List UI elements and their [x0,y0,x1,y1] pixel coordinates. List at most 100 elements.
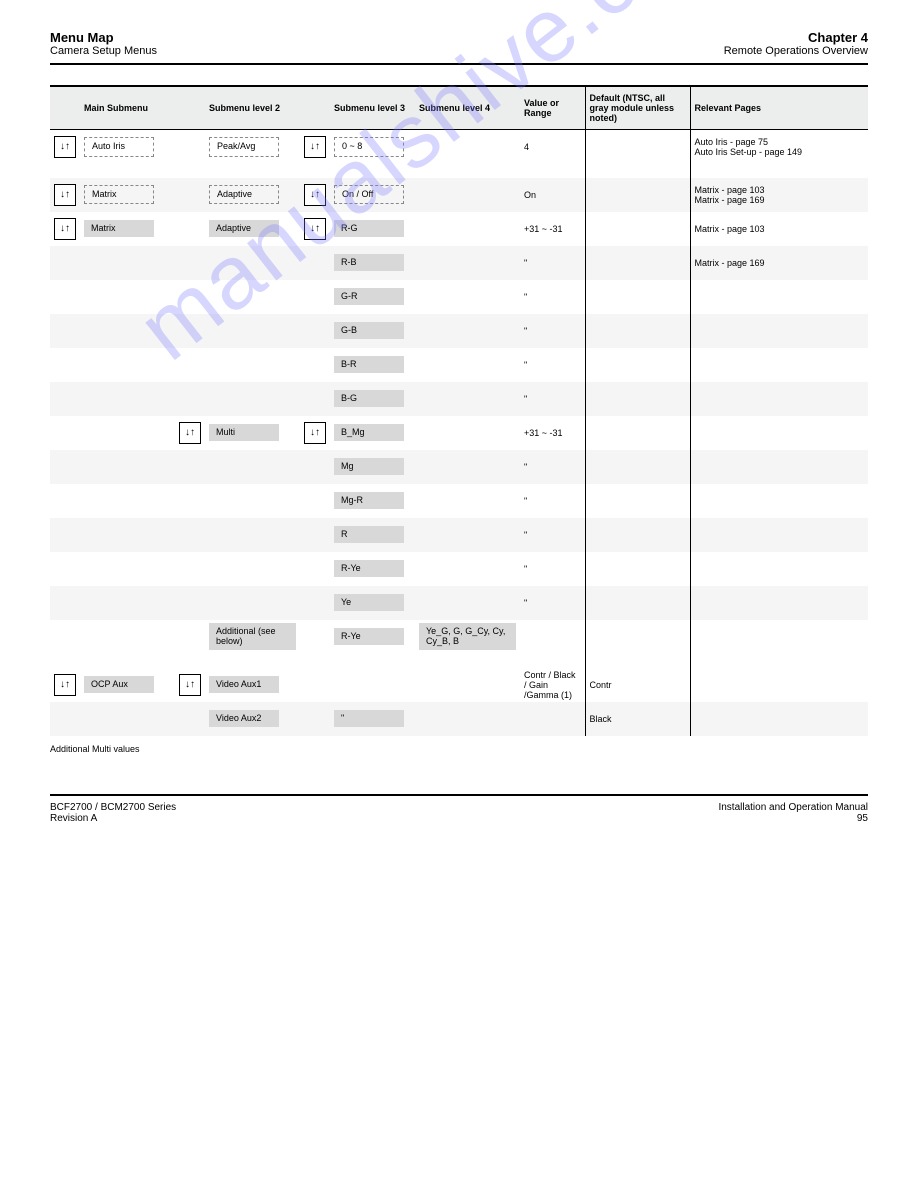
table-row: G-B" [50,314,868,348]
cell-range: 4 [520,130,585,164]
header-chapter: Chapter 4 [724,30,868,45]
table-row: Additional (see below) R-Ye Ye_G, G, G_Cy,… [50,620,868,654]
cell-default [585,280,690,314]
table-row: ↓↑Auto IrisPeak/Avg↓↑0 ~ 84Auto Iris - p… [50,130,868,164]
menu-pill: On / Off [334,185,404,205]
table-row: ↓↑MatrixAdaptive↓↑R-G+31 ~ -31Matrix - p… [50,212,868,246]
footer-page: 95 [718,813,868,824]
table-row: R-Ye" [50,552,868,586]
table-header-row: Main Submenu Submenu level 2 Submenu lev… [50,86,868,130]
menu-pill: 0 ~ 8 [334,137,404,157]
menu-pill: Ye [334,594,404,612]
cell-range: " [520,246,585,280]
nav-arrows-icon: ↓↑ [304,422,326,444]
cell-pages [690,484,868,518]
header-subtitle: Camera Setup Menus [50,45,157,57]
table-row: Video Aux2 " Black [50,702,868,736]
cell-range: " [520,518,585,552]
cell-pages: Matrix - page 169 [690,246,868,280]
menu-pill: Video Aux2 [209,710,279,728]
col-submenu3: Submenu level 3 [330,86,415,130]
page-footer: BCF2700 / BCM2700 Series Revision A Inst… [50,794,868,824]
menu-pill: R [334,526,404,544]
cell-default [585,416,690,450]
menu-pill: Adaptive [209,220,279,238]
col-submenu4: Submenu level 4 [415,86,520,130]
cell-range: " [520,280,585,314]
cell-pages [690,552,868,586]
cell-range: " [520,586,585,620]
cell-default [585,178,690,212]
cell-range: " [520,348,585,382]
menu-pill: R-G [334,220,404,238]
cell-pages [690,382,868,416]
cell-default [585,348,690,382]
table-row: B-G" [50,382,868,416]
menu-pill: Peak/Avg [209,137,279,157]
table-row: R" [50,518,868,552]
menu-pill: Ye_G, G, G_Cy, Cy, Cy_B, B [419,623,516,651]
cell-pages [690,314,868,348]
cell-default [585,246,690,280]
cell-pages [690,450,868,484]
cell-default: Black [585,702,690,736]
cell-range [520,620,585,654]
table-row: R-B " Matrix - page 169 [50,246,868,280]
cell-range: On [520,178,585,212]
table-row: Mg-R" [50,484,868,518]
cell-default: Contr [585,668,690,702]
cell-pages [690,586,868,620]
cell-pages [690,702,868,736]
col-submenu2: Submenu level 2 [205,86,300,130]
nav-arrows-icon: ↓↑ [304,218,326,240]
menu-pill: Matrix [84,185,154,205]
table-row: ↓↑OCP Aux↓↑Video Aux1Contr / Black / Gai… [50,668,868,702]
cell-default [585,620,690,654]
footnote: Additional Multi values [50,744,868,754]
cell-default [585,552,690,586]
footer-series: BCF2700 / BCM2700 Series [50,802,176,813]
nav-arrows-icon: ↓↑ [54,218,76,240]
table-row: G-R" [50,280,868,314]
menu-pill: Mg [334,458,404,476]
col-default: Default (NTSC, all gray module unless no… [585,86,690,130]
cell-range: +31 ~ -31 [520,212,585,246]
menu-table: Main Submenu Submenu level 2 Submenu lev… [50,85,868,736]
table-row: ↓↑MatrixAdaptive↓↑On / OffOnMatrix - pag… [50,178,868,212]
cell-pages [690,668,868,702]
menu-pill: B_Mg [334,424,404,442]
menu-pill: R-Ye [334,560,404,578]
cell-default [585,450,690,484]
cell-default [585,314,690,348]
cell-pages: Matrix - page 103Matrix - page 169 [690,178,868,212]
col-main-submenu: Main Submenu [80,86,175,130]
menu-pill: R-Ye [334,628,404,646]
cell-range: " [520,382,585,416]
menu-pill: R-B [334,254,404,272]
menu-pill: " [334,710,404,728]
page-header: Menu Map Camera Setup Menus Chapter 4 Re… [50,30,868,65]
footer-manual: Installation and Operation Manual [718,802,868,813]
menu-pill: Video Aux1 [209,676,279,694]
menu-pill: Adaptive [209,185,279,205]
table-row: Mg" [50,450,868,484]
header-chapter-sub: Remote Operations Overview [724,45,868,57]
table-row: ↓↑Multi↓↑B_Mg+31 ~ -31 [50,416,868,450]
menu-pill: Matrix [84,220,154,238]
nav-arrows-icon: ↓↑ [304,136,326,158]
cell-default [585,586,690,620]
footer-rev: Revision A [50,813,176,824]
menu-pill: Additional (see below) [209,623,296,651]
cell-range [520,702,585,736]
menu-pill: Auto Iris [84,137,154,157]
cell-pages [690,348,868,382]
cell-default [585,518,690,552]
cell-range: Contr / Black / Gain /Gamma (1) [520,668,585,702]
menu-pill: OCP Aux [84,676,154,694]
menu-pill: B-R [334,356,404,374]
cell-default [585,484,690,518]
col-range: Value or Range [520,86,585,130]
cell-pages [690,620,868,654]
cell-pages [690,280,868,314]
menu-pill: Mg-R [334,492,404,510]
